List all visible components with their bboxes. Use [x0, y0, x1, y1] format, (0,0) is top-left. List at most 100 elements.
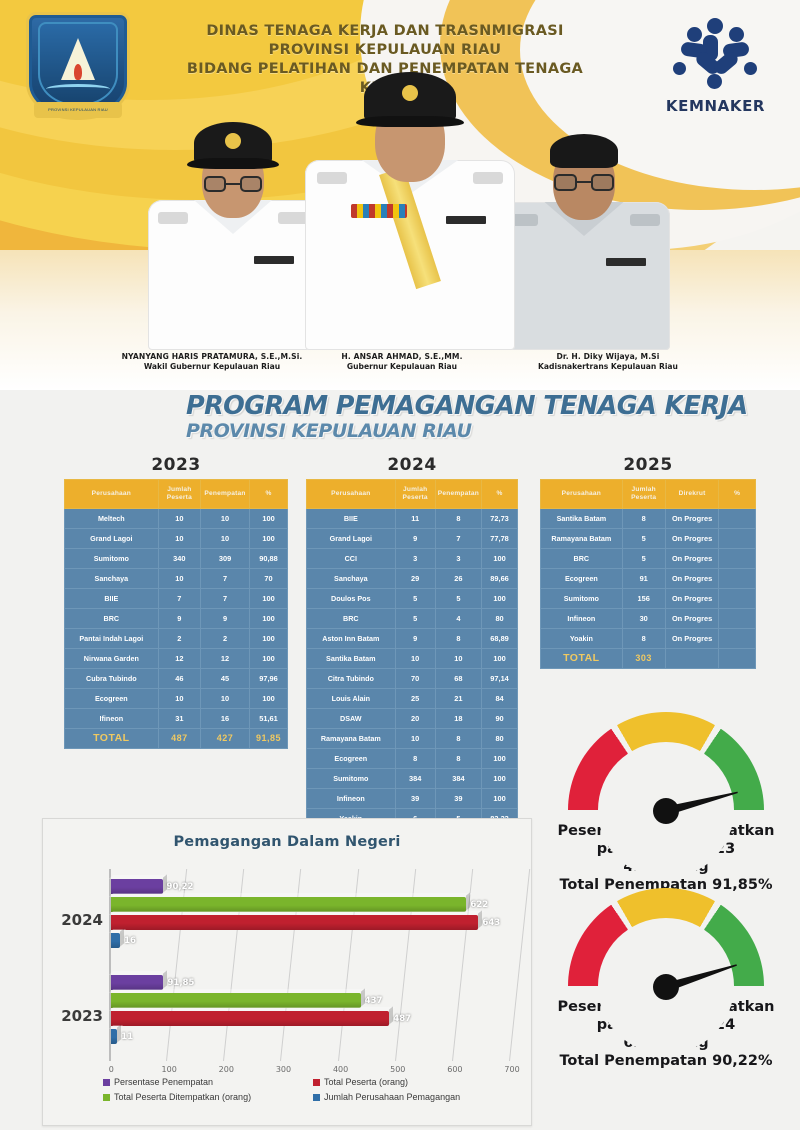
- cell-company: Grand Lagoi: [64, 528, 159, 549]
- cell-company: Sumitomo: [306, 768, 396, 789]
- chart-bar-value-label: 16: [124, 936, 136, 946]
- chart-bar: [111, 897, 467, 912]
- gauge-dial-2024: [568, 888, 764, 1054]
- table-col-header-2: Penempatan: [200, 479, 251, 509]
- chart-x-tick: 600: [447, 1065, 463, 1074]
- gauge-hub: [653, 798, 679, 824]
- cell-company: Doulos Pos: [306, 588, 396, 609]
- table-col-header-3: %: [481, 479, 518, 509]
- table-year-2023: 2023: [151, 455, 201, 475]
- org-title-line-1: DINAS TENAGA KERJA DAN TRASNMIGRASI: [206, 23, 564, 39]
- chart-x-axis-ticks: 0 100 200 300 400 500 600 700: [103, 1065, 520, 1079]
- total-value-1: 303: [621, 648, 666, 669]
- official-caption-2: H. ANSAR AHMAD, S.E.,MM. Gubernur Kepula…: [312, 352, 492, 372]
- cell-value-2: 18: [434, 708, 483, 729]
- table-row: Grand Lagoi 10 10 100: [64, 528, 288, 549]
- cell-company: Ecogreen: [540, 568, 623, 589]
- cell-value-2: 12: [200, 648, 251, 669]
- chart-x-tick: 0: [108, 1065, 114, 1074]
- chart-plot-area: 2024 90,22 622 643 16 2023 91,85 437 487 11: [61, 869, 531, 1061]
- cell-value-2: 10: [200, 508, 251, 529]
- participation-table-2024: Perusahaan Jumlah Peserta Penempatan% BIIE…: [306, 479, 518, 849]
- table-col-header-2: Direkrut: [664, 479, 720, 509]
- legend-label: Total Peserta (orang): [324, 1077, 409, 1087]
- cell-value-3: 100: [249, 508, 288, 529]
- table-block-2024: 2024 Perusahaan Jumlah Peserta Penempatan%…: [306, 455, 518, 849]
- chart-legend-item: Total Peserta Ditempatkan (orang): [103, 1092, 313, 1102]
- cell-company: Louis Alain: [306, 688, 396, 709]
- cell-value-1: 30: [621, 608, 666, 629]
- cell-value-3: 70: [249, 568, 288, 589]
- cell-company: Ecogreen: [64, 688, 159, 709]
- cell-company: Infineon: [306, 788, 396, 809]
- cell-value-1: 12: [157, 648, 202, 669]
- cell-company: Pantai Indah Lagoi: [64, 628, 159, 649]
- cell-value-3: [718, 608, 756, 629]
- cell-value-2: 21: [434, 688, 483, 709]
- cell-company: BRC: [540, 548, 623, 569]
- table-row: BRC 5 4 80: [306, 608, 518, 629]
- cell-value-1: 10: [157, 508, 202, 529]
- cell-value-3: 72,73: [481, 508, 518, 529]
- cell-value-1: 8: [621, 508, 666, 529]
- cell-value-1: 9: [394, 628, 436, 649]
- table-row: Santika Batam 10 10 100: [306, 648, 518, 669]
- chart-x-tick: 200: [218, 1065, 234, 1074]
- cell-value-3: 51,61: [249, 708, 288, 729]
- cell-value-1: 10: [157, 688, 202, 709]
- cell-value-3: 100: [249, 528, 288, 549]
- cell-value-2: 4: [434, 608, 483, 629]
- legend-label: Persentase Penempatan: [114, 1077, 214, 1087]
- cell-value-2: 68: [434, 668, 483, 689]
- chart-x-tick: 300: [275, 1065, 292, 1074]
- chart-bar: [111, 1029, 118, 1044]
- cell-value-3: 90,88: [249, 548, 288, 569]
- gauge-dial-2023: [568, 712, 764, 878]
- participation-table-2023: Perusahaan Jumlah Peserta Penempatan% Melt…: [64, 479, 288, 749]
- chart-legend-item: Jumlah Perusahaan Pemagangan: [313, 1092, 523, 1102]
- total-value-3: [718, 648, 756, 669]
- table-block-2025: 2025 Perusahaan Jumlah Peserta Direkrut% S…: [540, 455, 756, 669]
- cell-value-2: 2: [200, 628, 251, 649]
- table-col-header-0: Perusahaan: [540, 479, 623, 509]
- chart-bar: [111, 975, 164, 990]
- cell-value-3: 77,78: [481, 528, 518, 549]
- table-row: Meltech 10 10 100: [64, 508, 288, 529]
- cell-value-3: 100: [481, 548, 518, 569]
- table-row: Cubra Tubindo 46 45 97,96: [64, 668, 288, 689]
- cell-value-1: 39: [394, 788, 436, 809]
- cell-value-2: On Progres: [664, 548, 720, 569]
- kemnaker-mark-icon: [672, 18, 759, 94]
- table-total-row: TOTAL 303: [540, 648, 756, 669]
- cell-company: BIIE: [306, 508, 396, 529]
- cell-company: Sanchaya: [64, 568, 159, 589]
- cell-value-3: 100: [249, 608, 288, 629]
- official-photo-2: [305, 72, 515, 350]
- table-row: Ecogreen 8 8 100: [306, 748, 518, 769]
- table-row: Sumitomo 340 309 90,88: [64, 548, 288, 569]
- org-title-line-2: PROVINSI KEPULAUAN RIAU: [268, 42, 502, 58]
- table-row: Sanchaya 29 26 89,66: [306, 568, 518, 589]
- cell-company: Santika Batam: [306, 648, 396, 669]
- cell-value-1: 25: [394, 688, 436, 709]
- cell-value-1: 46: [157, 668, 202, 689]
- cell-company: Cubra Tubindo: [64, 668, 159, 689]
- cell-value-1: 31: [157, 708, 202, 729]
- cell-value-2: 39: [434, 788, 483, 809]
- cell-value-2: On Progres: [664, 508, 720, 529]
- cell-company: Yoakin: [540, 628, 623, 649]
- table-row: Grand Lagoi 9 7 77,78: [306, 528, 518, 549]
- cell-value-3: 100: [481, 748, 518, 769]
- table-row: Santika Batam 8 On Progres: [540, 508, 756, 529]
- cell-value-1: 29: [394, 568, 436, 589]
- cell-value-1: 3: [394, 548, 436, 569]
- cell-value-2: 309: [200, 548, 251, 569]
- chart-y-axis: [109, 869, 111, 1061]
- cell-value-3: [718, 628, 756, 649]
- cell-value-1: 20: [394, 708, 436, 729]
- cell-value-3: [718, 568, 756, 589]
- chart-gridline: [509, 869, 531, 1061]
- emblem-ribbon-text: PROVINSI KEPULAUAN RIAU: [48, 107, 108, 112]
- cell-value-2: 7: [434, 528, 483, 549]
